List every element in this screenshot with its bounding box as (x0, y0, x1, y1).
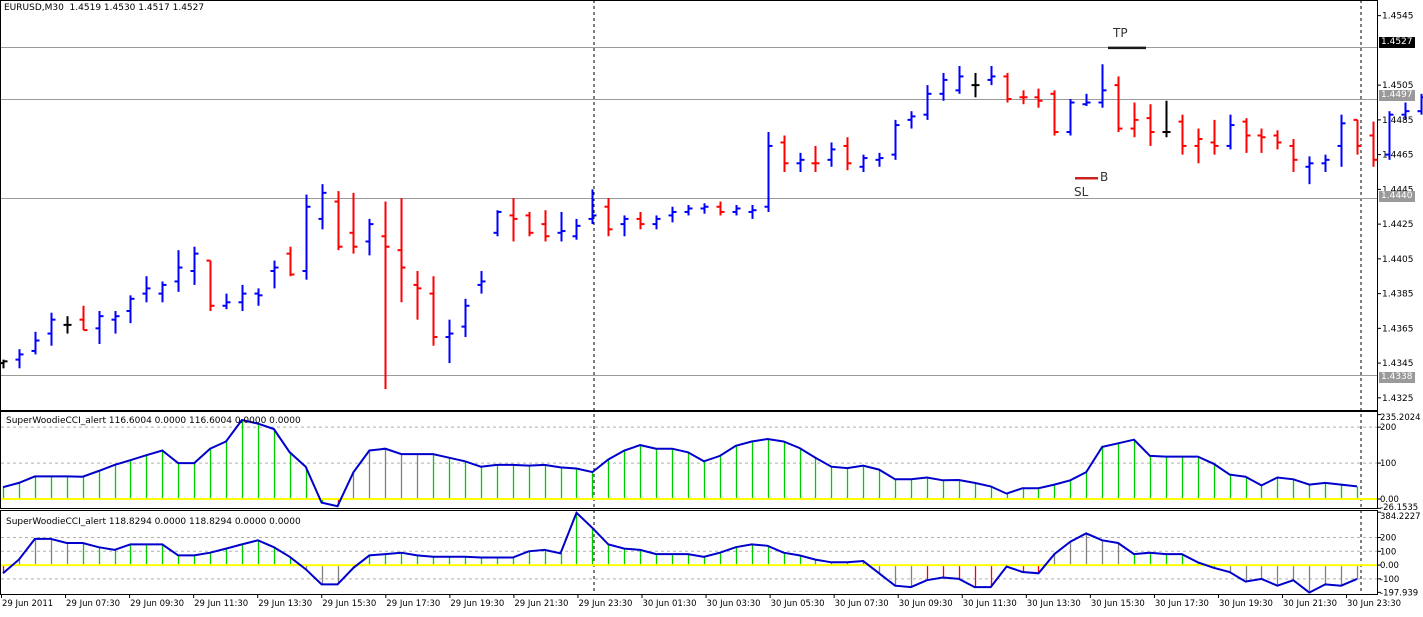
time-axis-label-6: 29 Jun 17:30 (386, 599, 440, 609)
time-axis-label-21: 30 Jun 23:30 (1347, 599, 1401, 609)
time-axis-label-18: 30 Jun 17:30 (1155, 599, 1209, 609)
price-axis-label-4: 1.4485 (1382, 116, 1414, 126)
ind1-axis-label-4: -26.1535 (1380, 503, 1418, 513)
price-axis-label-10: 1.4385 (1382, 290, 1414, 300)
time-axis-label-14: 30 Jun 09:30 (899, 599, 953, 609)
time-axis-label-9: 29 Jun 23:30 (578, 599, 632, 609)
tp-label: TP (1112, 26, 1128, 40)
time-axis-label-19: 30 Jun 19:30 (1219, 599, 1273, 609)
time-axis-label-15: 30 Jun 11:30 (963, 599, 1017, 609)
time-axis-label-7: 29 Jun 19:30 (450, 599, 504, 609)
ind2-axis-label-0: 384.2227 (1380, 512, 1421, 522)
ind1-cci-line (2, 418, 1358, 508)
price-axis-label-14: 1.4325 (1382, 394, 1414, 404)
main-chart-title: EURUSD,M30 1.4519 1.4530 1.4517 1.4527 (4, 3, 205, 13)
price-axis-label-12: 1.4345 (1382, 359, 1414, 369)
time-axis-label-16: 30 Jun 13:30 (1027, 599, 1081, 609)
time-axis-label-1: 29 Jun 07:30 (66, 599, 120, 609)
price-axis-label-0: 1.4545 (1382, 12, 1414, 22)
ind2-cci-line (2, 511, 1358, 594)
time-axis-label-3: 29 Jun 11:30 (194, 599, 248, 609)
time-axis-label-20: 30 Jun 21:30 (1283, 599, 1337, 609)
indicator-2-title: SuperWoodieCCI_alert 118.8294 0.0000 118… (6, 517, 301, 527)
time-axis-label-0: 29 Jun 2011 (2, 599, 53, 609)
time-axis-label-17: 30 Jun 15:30 (1091, 599, 1145, 609)
time-axis-label-11: 30 Jun 03:30 (707, 599, 761, 609)
price-axis-label-5: 1.4465 (1382, 151, 1414, 161)
time-axis-label-8: 29 Jun 21:30 (514, 599, 568, 609)
price-axis-label-8: 1.4425 (1382, 220, 1414, 230)
price-axis-label-9: 1.4405 (1382, 255, 1414, 265)
price-axis-label-11: 1.4365 (1382, 324, 1414, 334)
time-axis-label-10: 30 Jun 01:30 (643, 599, 697, 609)
ind2-axis-label-2: 100 (1380, 547, 1396, 557)
price-tag-tp: 1.4527 (1379, 37, 1415, 48)
price-tag-level-1: 1.4497 (1379, 90, 1415, 101)
ind2-axis-label-4: -100 (1380, 575, 1399, 585)
time-axis-label-13: 30 Jun 07:30 (835, 599, 889, 609)
price-tag-level-2: 1.4440 (1379, 191, 1415, 202)
ind2-axis-label-1: 200 (1380, 534, 1396, 544)
ind2-axis-label-5: -197.939 (1380, 588, 1418, 598)
sl-label: SL (1074, 185, 1089, 199)
time-axis-label-4: 29 Jun 13:30 (258, 599, 312, 609)
ind1-axis-label-0: 235.2024 (1380, 413, 1421, 423)
ind1-axis-label-1: 200 (1380, 423, 1396, 433)
price-tag-level-3: 1.4338 (1379, 372, 1415, 383)
price-axis-label-2: 1.4505 (1382, 81, 1414, 91)
indicator-1-title: SuperWoodieCCI_alert 116.6004 0.0000 116… (6, 416, 301, 426)
price-axis-label-6: 1.4445 (1382, 185, 1414, 195)
ind1-axis-label-2: 100 (1380, 459, 1396, 469)
time-axis-label-5: 29 Jun 15:30 (322, 599, 376, 609)
time-axis-label-2: 29 Jun 09:30 (130, 599, 184, 609)
ind1-axis-label-3: 0.00 (1380, 495, 1399, 505)
buy-label: B (1100, 170, 1108, 184)
time-axis-label-12: 30 Jun 05:30 (771, 599, 825, 609)
ind2-axis-label-3: 0.00 (1380, 561, 1399, 571)
